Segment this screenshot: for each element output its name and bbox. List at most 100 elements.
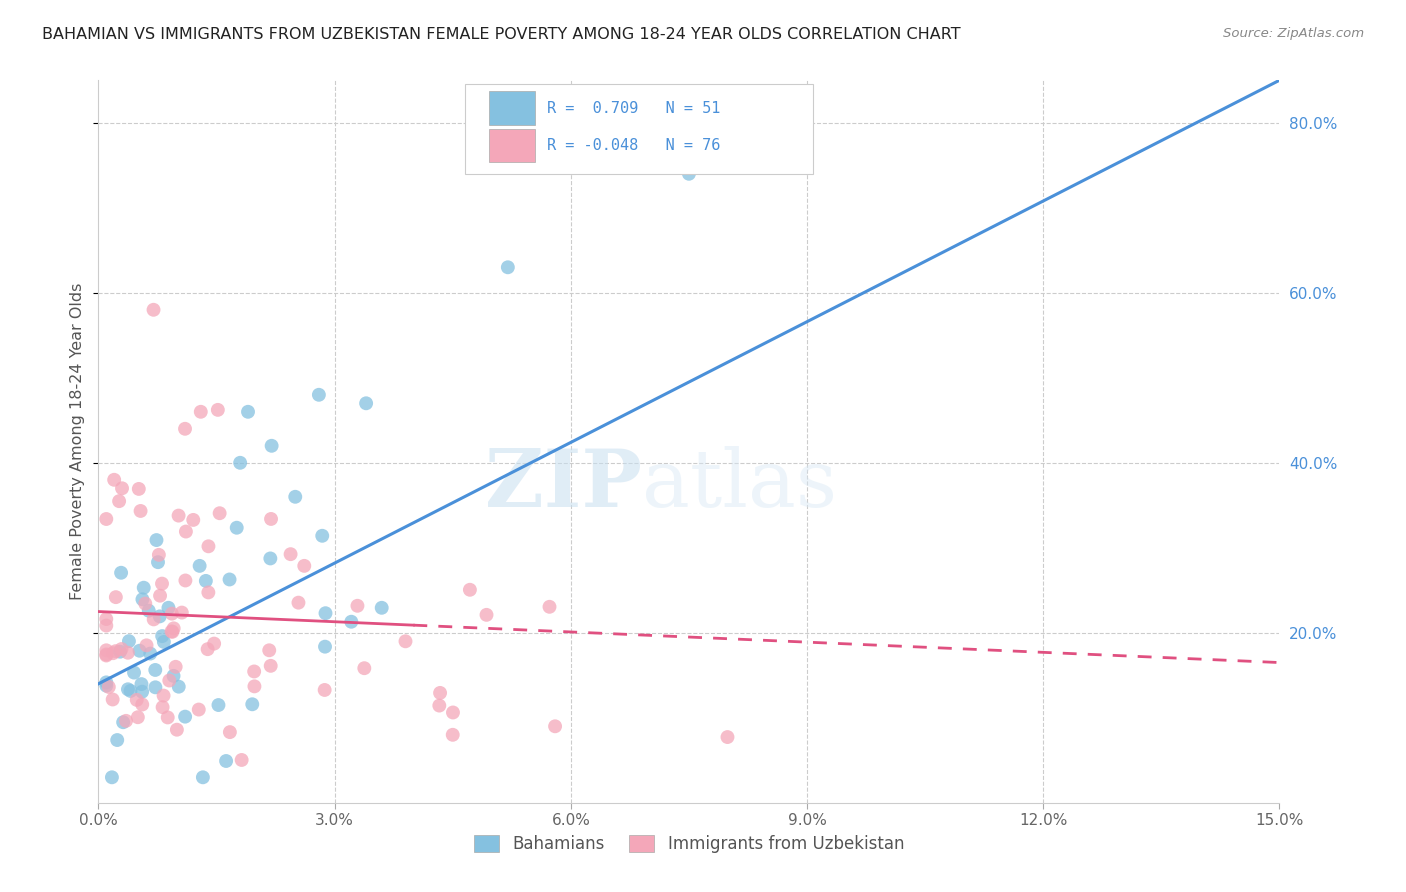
Point [315, 606, 337, 620]
Point [96, 648, 118, 663]
Point [167, 508, 190, 523]
Point [149, 589, 172, 603]
Point [340, 615, 363, 629]
Point [160, 607, 183, 621]
Point [104, 590, 127, 604]
Point [229, 456, 252, 470]
Point [197, 585, 219, 599]
Point [96, 618, 118, 632]
Point [280, 547, 302, 561]
Text: R = -0.048   N = 76: R = -0.048 N = 76 [547, 138, 721, 153]
Point [148, 548, 170, 562]
Point [96, 612, 118, 626]
Text: R =  0.709   N = 51: R = 0.709 N = 51 [547, 101, 721, 116]
Point [716, 730, 738, 744]
Point [103, 473, 125, 487]
Point [118, 634, 141, 648]
Point [243, 679, 266, 693]
Point [260, 439, 283, 453]
Point [156, 710, 179, 724]
FancyBboxPatch shape [489, 128, 536, 162]
Point [108, 494, 131, 508]
Point [129, 504, 152, 518]
Point [157, 673, 180, 688]
Point [284, 490, 307, 504]
Point [240, 698, 263, 712]
Point [142, 612, 165, 626]
Point [110, 566, 132, 580]
Point [257, 643, 280, 657]
Point [96, 648, 118, 662]
Point [108, 645, 131, 659]
Y-axis label: Female Poverty Among 18-24 Year Olds: Female Poverty Among 18-24 Year Olds [70, 283, 86, 600]
Point [97, 680, 120, 694]
Point [145, 681, 167, 695]
Point [314, 640, 336, 654]
Point [260, 658, 283, 673]
Point [110, 642, 132, 657]
Point [202, 637, 225, 651]
Point [194, 574, 217, 588]
Point [139, 647, 162, 661]
Point [496, 260, 519, 275]
Point [131, 684, 153, 698]
Text: BAHAMIAN VS IMMIGRANTS FROM UZBEKISTAN FEMALE POVERTY AMONG 18-24 YEAR OLDS CORR: BAHAMIAN VS IMMIGRANTS FROM UZBEKISTAN F… [42, 27, 960, 42]
Point [96, 679, 118, 693]
Point [162, 669, 184, 683]
Point [131, 592, 153, 607]
Point [354, 396, 377, 410]
Point [191, 770, 214, 784]
Point [153, 635, 176, 649]
Point [96, 512, 118, 526]
Point [441, 706, 464, 720]
Point [231, 753, 253, 767]
Point [311, 529, 333, 543]
FancyBboxPatch shape [489, 92, 536, 125]
Legend: Bahamians, Immigrants from Uzbekistan: Bahamians, Immigrants from Uzbekistan [467, 828, 911, 860]
Point [225, 521, 247, 535]
Point [150, 629, 173, 643]
Point [96, 675, 118, 690]
Text: atlas: atlas [641, 446, 837, 524]
Point [152, 689, 174, 703]
Point [117, 646, 139, 660]
Point [207, 402, 229, 417]
Point [174, 709, 197, 723]
Point [678, 167, 700, 181]
Point [165, 660, 187, 674]
Point [174, 524, 197, 539]
Point [149, 609, 172, 624]
FancyBboxPatch shape [464, 84, 813, 174]
Text: ZIP: ZIP [485, 446, 641, 524]
Point [167, 680, 190, 694]
Point [138, 604, 160, 618]
Point [117, 682, 139, 697]
Point [370, 600, 392, 615]
Text: Source: ZipAtlas.com: Source: ZipAtlas.com [1223, 27, 1364, 40]
Point [188, 558, 211, 573]
Point [287, 596, 309, 610]
Point [131, 698, 153, 712]
Point [215, 754, 238, 768]
Point [96, 643, 118, 657]
Point [218, 725, 240, 739]
Point [157, 600, 180, 615]
Point [166, 723, 188, 737]
Point [394, 634, 416, 648]
Point [115, 714, 138, 728]
Point [160, 624, 183, 639]
Point [162, 624, 184, 639]
Point [105, 733, 128, 747]
Point [112, 715, 135, 730]
Point [120, 684, 142, 698]
Point [218, 573, 240, 587]
Point [145, 533, 167, 547]
Point [429, 686, 451, 700]
Point [174, 574, 197, 588]
Point [131, 677, 153, 691]
Point [346, 599, 368, 613]
Point [146, 555, 169, 569]
Point [236, 405, 259, 419]
Point [122, 665, 145, 680]
Point [135, 638, 157, 652]
